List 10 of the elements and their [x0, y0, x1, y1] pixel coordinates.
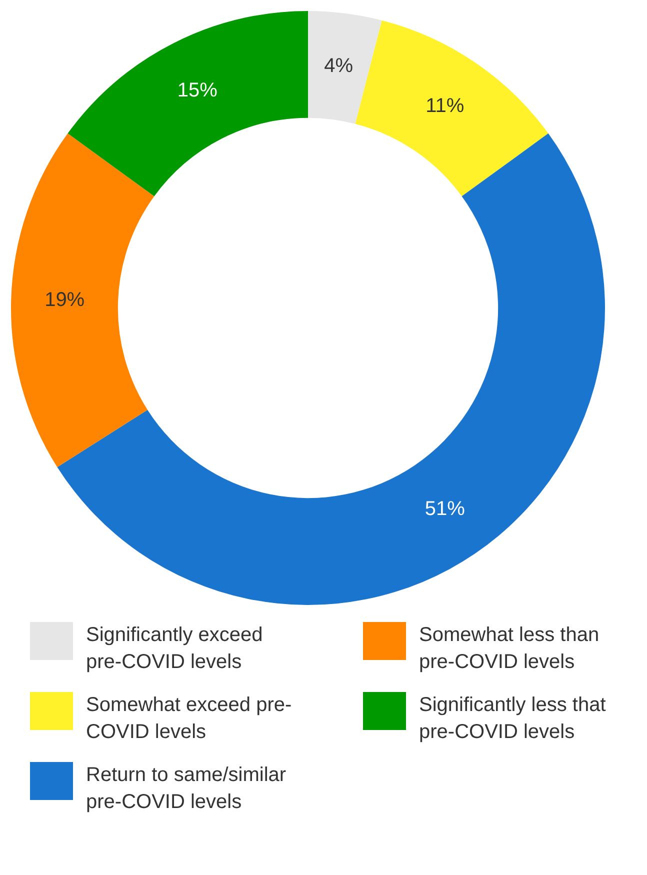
legend-label: Somewhat less than pre-COVID levels [419, 623, 600, 675]
data-label: 51% [424, 498, 466, 520]
legend-label: Significantly less that pre-COVID levels [419, 693, 607, 745]
data-label: 4% [324, 54, 354, 77]
legend-label: Return to same/similar pre-COVID levels [86, 763, 288, 815]
data-label: 11% [426, 95, 464, 118]
data-label: 15% [177, 80, 218, 102]
legend-label: Significantly exceed pre-COVID levels [86, 623, 264, 675]
data-label: 19% [44, 288, 85, 311]
legend-label: Somewhat exceed pre-COVID levels [86, 693, 293, 745]
